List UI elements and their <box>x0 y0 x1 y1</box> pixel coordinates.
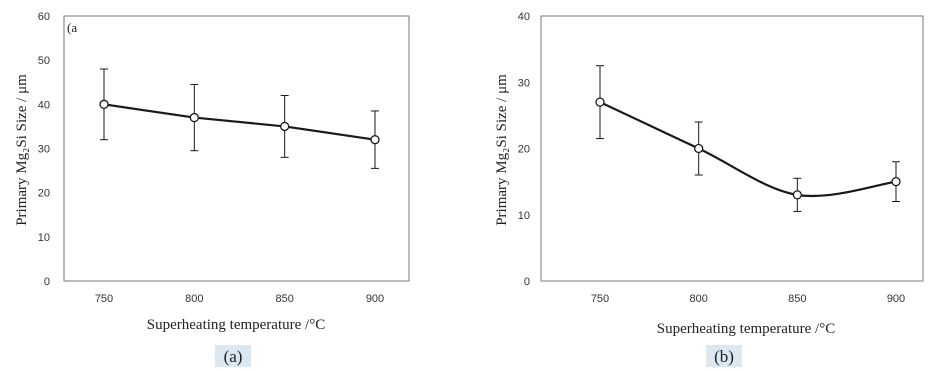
data-point <box>792 190 802 200</box>
series-marks-b <box>595 65 901 212</box>
series-line <box>599 101 897 198</box>
y-tick-label: 20 <box>518 144 530 156</box>
x-tick-label: 750 <box>95 293 113 305</box>
series-line <box>103 103 376 141</box>
y-axis-label-b: Primary Mg₂Si Size / μm <box>494 74 510 226</box>
y-tick-label: 10 <box>518 210 530 222</box>
y-tick-label: 40 <box>38 99 50 111</box>
x-tick-label: 900 <box>366 293 384 305</box>
y-tick-label: 30 <box>38 144 50 156</box>
data-point <box>99 99 109 109</box>
y-tick-label: 0 <box>44 276 50 288</box>
data-point <box>280 121 290 132</box>
chart-panel-a: (a 0 10 20 30 40 50 60 750 800 850 900 Primary Mg… <box>14 11 410 367</box>
y-tick-label: 20 <box>38 188 50 200</box>
x-tick-label: 850 <box>275 293 293 305</box>
data-point <box>694 143 704 154</box>
x-tick-label: 850 <box>788 293 806 305</box>
data-point <box>595 97 605 107</box>
caption-b: (b) <box>714 347 734 366</box>
y-tick-label: 10 <box>38 232 50 244</box>
y-tick-label: 60 <box>38 11 50 23</box>
y-tick-label: 30 <box>518 77 530 89</box>
y-tick-label: 0 <box>524 276 530 288</box>
x-tick-label: 750 <box>591 293 609 305</box>
panel-label-a: (a <box>67 20 77 35</box>
y-axis-label-a: Primary Mg₂Si Size / μm <box>14 74 30 226</box>
data-point <box>189 112 199 123</box>
x-tick-labels-b: 750 800 850 900 <box>591 293 905 305</box>
x-tick-label: 800 <box>185 293 203 305</box>
y-tick-label: 40 <box>518 11 530 23</box>
x-axis-label-b: Superheating temperature /°C <box>657 321 835 337</box>
y-tick-labels-b: 0 10 20 30 40 <box>518 11 530 288</box>
caption-highlight-b <box>706 345 742 367</box>
x-tick-label: 800 <box>689 293 707 305</box>
plot-area-frame-b <box>540 15 924 282</box>
plot-area-frame-a <box>63 15 410 282</box>
data-point <box>370 135 380 145</box>
data-point <box>891 176 901 187</box>
series-marks-a <box>99 68 380 169</box>
x-tick-label: 900 <box>887 293 905 305</box>
x-tick-labels-a: 750 800 850 900 <box>95 293 384 305</box>
y-tick-label: 50 <box>38 55 50 67</box>
caption-highlight-a <box>215 345 251 367</box>
chart-panel-b: 0 10 20 30 40 750 800 850 900 Primary Mg₂Si Siz… <box>494 11 924 367</box>
caption-a: (a) <box>224 347 243 366</box>
x-axis-label-a: Superheating temperature /°C <box>147 317 325 333</box>
y-tick-labels-a: 0 10 20 30 40 50 60 <box>38 11 50 288</box>
